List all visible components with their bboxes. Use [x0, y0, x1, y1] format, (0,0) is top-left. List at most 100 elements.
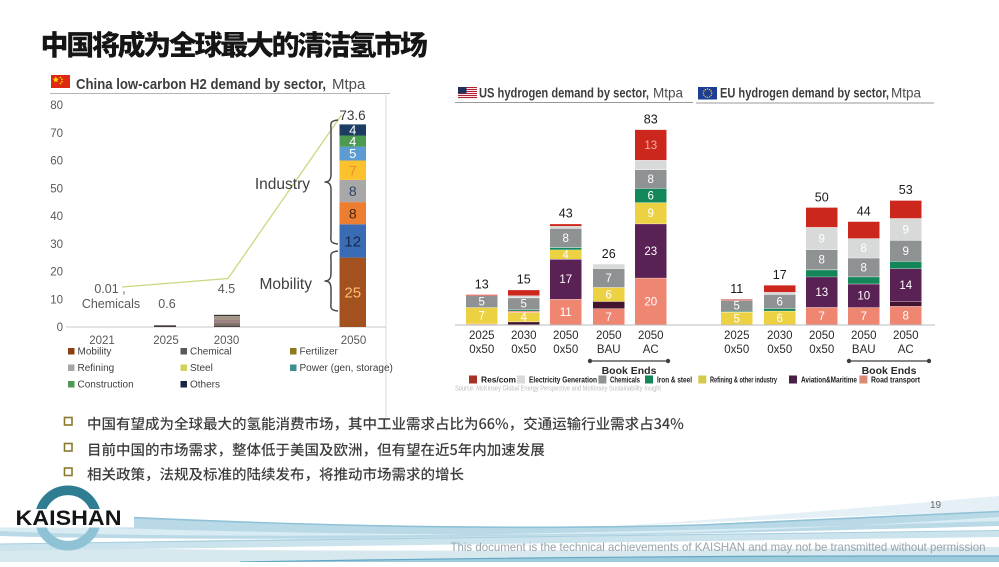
svg-text:AC: AC: [643, 344, 659, 356]
svg-text:Refining: Refining: [78, 363, 115, 374]
svg-text:4: 4: [349, 123, 356, 138]
svg-text:0x50: 0x50: [767, 344, 792, 356]
svg-text:83: 83: [644, 113, 658, 127]
svg-text:2050: 2050: [638, 330, 664, 342]
svg-text:5: 5: [734, 314, 740, 326]
svg-text:China low-carbon H2 demand by: China low-carbon H2 demand by sector,: [76, 76, 326, 93]
svg-text:Res/com: Res/com: [481, 375, 516, 385]
svg-text:26: 26: [602, 247, 616, 261]
svg-text:2050: 2050: [809, 330, 835, 342]
svg-text:44: 44: [857, 204, 871, 218]
svg-text:0x50: 0x50: [724, 344, 749, 356]
svg-text:50: 50: [815, 190, 829, 204]
svg-text:Iron & steel: Iron & steel: [657, 375, 692, 385]
svg-text:EU hydrogen demand by sector,: EU hydrogen demand by sector,: [720, 86, 889, 101]
svg-text:Mtpa: Mtpa: [653, 86, 684, 101]
svg-text:Book Ends: Book Ends: [862, 365, 917, 377]
svg-text:Steel: Steel: [190, 363, 213, 374]
svg-text:Mtpa: Mtpa: [891, 86, 922, 101]
svg-text:70: 70: [50, 128, 63, 140]
svg-text:0: 0: [57, 322, 63, 334]
svg-text:6: 6: [777, 296, 783, 308]
svg-text:2025: 2025: [724, 330, 750, 342]
svg-text:12: 12: [344, 233, 361, 250]
svg-text:0x50: 0x50: [809, 344, 834, 356]
svg-text:7: 7: [606, 312, 612, 324]
svg-text:11: 11: [560, 307, 572, 319]
svg-text:4.5: 4.5: [218, 282, 235, 296]
svg-text:2021: 2021: [89, 335, 115, 347]
svg-text:2050: 2050: [553, 330, 579, 342]
svg-text:Refining & other industry: Refining & other industry: [710, 375, 777, 385]
svg-text:8: 8: [819, 255, 825, 267]
svg-text:30: 30: [50, 239, 63, 251]
svg-text:KAISHAN: KAISHAN: [16, 507, 122, 530]
svg-text:8: 8: [349, 205, 357, 221]
svg-text:Fertilizer: Fertilizer: [300, 347, 339, 358]
svg-text:Chemical: Chemical: [190, 347, 232, 358]
svg-text:BAU: BAU: [597, 344, 621, 356]
svg-text:14: 14: [899, 280, 912, 292]
svg-text:2025: 2025: [153, 335, 179, 347]
svg-text:11: 11: [730, 282, 743, 296]
svg-text:60: 60: [50, 156, 63, 168]
svg-text:5: 5: [479, 296, 485, 308]
svg-text:17: 17: [773, 268, 787, 282]
svg-text:8: 8: [648, 174, 654, 186]
svg-text:20: 20: [644, 296, 657, 308]
svg-text:9: 9: [903, 224, 909, 236]
svg-text:Mobility: Mobility: [259, 276, 312, 293]
svg-text:Construction: Construction: [78, 380, 134, 391]
svg-text:20: 20: [50, 267, 63, 279]
svg-text:9: 9: [648, 208, 654, 220]
svg-text:73.6: 73.6: [339, 108, 365, 123]
svg-text:Chemicals: Chemicals: [610, 375, 640, 385]
svg-text:13: 13: [644, 140, 657, 152]
svg-text:0.6: 0.6: [158, 297, 175, 311]
svg-text:Electricity Generation: Electricity Generation: [529, 375, 597, 385]
svg-text:8: 8: [349, 183, 357, 199]
svg-text:19: 19: [930, 500, 942, 511]
svg-text:0x50: 0x50: [553, 344, 578, 356]
svg-text:6: 6: [777, 313, 783, 325]
svg-text:Mtpa: Mtpa: [332, 76, 366, 93]
svg-text:10: 10: [50, 294, 63, 306]
svg-text:53: 53: [899, 183, 913, 197]
svg-text:13: 13: [475, 277, 489, 291]
svg-text:8: 8: [861, 262, 867, 274]
svg-text:8: 8: [861, 243, 867, 255]
svg-text:2025: 2025: [469, 330, 495, 342]
svg-text:7: 7: [349, 162, 357, 178]
svg-text:9: 9: [903, 246, 909, 258]
svg-text:US hydrogen demand by sector,: US hydrogen demand by sector,: [479, 86, 649, 101]
svg-text:23: 23: [644, 246, 657, 258]
svg-text:0x50: 0x50: [469, 344, 494, 356]
svg-text:Chemicals: Chemicals: [82, 297, 140, 311]
svg-text:7: 7: [861, 311, 867, 323]
svg-text:Power (gen, storage): Power (gen, storage): [300, 363, 393, 374]
svg-text:2050: 2050: [596, 330, 622, 342]
svg-text:7: 7: [479, 311, 485, 323]
svg-text:5: 5: [521, 299, 527, 311]
svg-text:50: 50: [50, 183, 63, 195]
svg-text:This document is the technical: This document is the technical achieveme…: [451, 540, 986, 554]
svg-text:0x50: 0x50: [511, 344, 536, 356]
svg-text:8: 8: [903, 311, 909, 323]
svg-text:40: 40: [50, 211, 63, 223]
svg-text:4: 4: [563, 249, 570, 261]
svg-text:Road transport: Road transport: [871, 375, 920, 385]
svg-text:6: 6: [648, 190, 654, 202]
svg-text:Aviation&Maritime: Aviation&Maritime: [801, 375, 857, 385]
svg-text:2050: 2050: [893, 330, 919, 342]
svg-text:Source: McKinsey Global Energy: Source: McKinsey Global Energy Perspecti…: [455, 384, 662, 393]
svg-text:9: 9: [819, 233, 825, 245]
svg-text:0.01 ,: 0.01 ,: [94, 282, 125, 296]
svg-text:2030: 2030: [511, 330, 537, 342]
svg-text:7: 7: [606, 273, 612, 285]
svg-text:5: 5: [349, 146, 356, 161]
svg-text:13: 13: [815, 287, 828, 299]
svg-text:80: 80: [50, 100, 63, 112]
svg-text:2050: 2050: [851, 330, 877, 342]
svg-text:Book Ends: Book Ends: [602, 365, 657, 377]
svg-text:BAU: BAU: [852, 344, 876, 356]
